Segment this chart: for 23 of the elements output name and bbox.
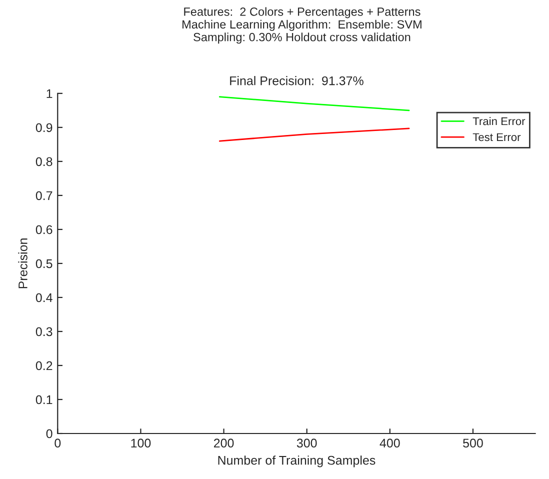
- y-tick-label: 0.9: [36, 123, 52, 132]
- x-tick-label: 500: [463, 438, 483, 448]
- y-tick-label: 0.3: [36, 327, 52, 336]
- y-axis-title: Precision: [18, 238, 28, 288]
- x-tick-label: 0: [54, 438, 61, 448]
- chart-subtitle: Final Precision: 91.37%: [230, 76, 364, 86]
- x-tick-label: 300: [296, 438, 317, 448]
- x-tick-label: 400: [380, 438, 400, 448]
- y-tick-label: 1: [46, 89, 52, 98]
- legend-label: Train Error: [472, 117, 526, 126]
- legend-label: Test Error: [472, 133, 521, 142]
- y-tick-label: 0.5: [36, 259, 52, 268]
- y-tick-label: 0.8: [36, 157, 52, 166]
- y-tick-label: 0: [46, 429, 52, 438]
- x-tick-label: 200: [214, 438, 234, 448]
- y-tick-label: 0.4: [36, 293, 52, 302]
- y-tick-label: 0.1: [36, 395, 52, 404]
- chart-title: Features: 2 Colors + Percentages + Patterns Machine Learning Algorithm: Ensemble: SVM Sampling: 0.30% Holdout cross validation: [182, 7, 422, 44]
- y-tick-label: 0.2: [36, 361, 52, 370]
- y-tick-label: 0.7: [36, 191, 52, 200]
- x-axis-title: Number of Training Samples: [218, 456, 376, 468]
- x-tick-label: 100: [131, 438, 151, 448]
- y-tick-label: 0.6: [36, 225, 52, 234]
